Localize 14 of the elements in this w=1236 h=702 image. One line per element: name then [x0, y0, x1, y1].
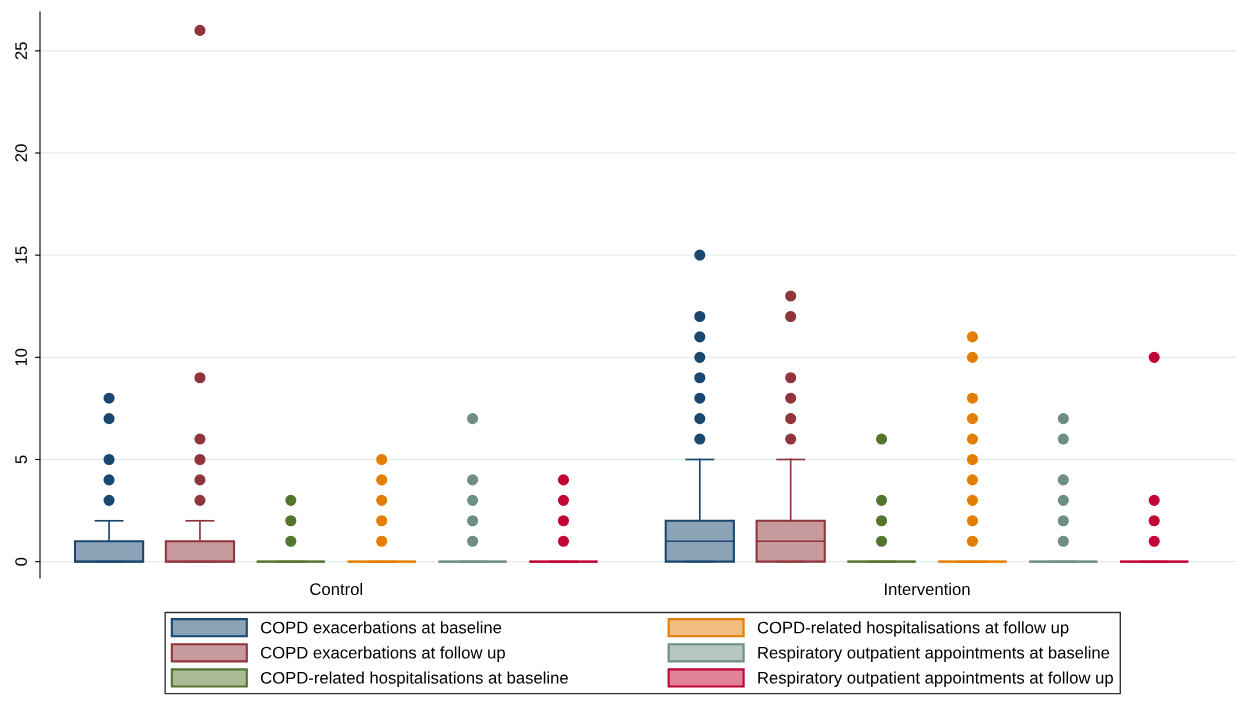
legend-label: COPD-related hospitalisations at follow up [757, 621, 1069, 637]
legend-label: Respiratory outpatient appointments at follow up [758, 671, 1113, 687]
y-tick-label: 0 [15, 557, 27, 566]
y-tick-label: 5 [15, 455, 27, 464]
y-tick-label: 10 [15, 348, 27, 366]
x-tick-label: Intervention [885, 582, 970, 596]
legend-label: COPD exacerbations at follow up [260, 646, 505, 662]
legend-label: Respiratory outpatient appointments at baseline [758, 646, 1110, 662]
y-tick-label: 25 [15, 42, 27, 60]
legend-label: COPD-related hospitalisations at baseline [260, 671, 568, 687]
y-tick-label: 15 [15, 246, 27, 264]
x-tick-label: Control [310, 582, 363, 596]
y-tick-label: 20 [15, 144, 27, 162]
legend-label: COPD exacerbations at baseline [260, 621, 502, 634]
